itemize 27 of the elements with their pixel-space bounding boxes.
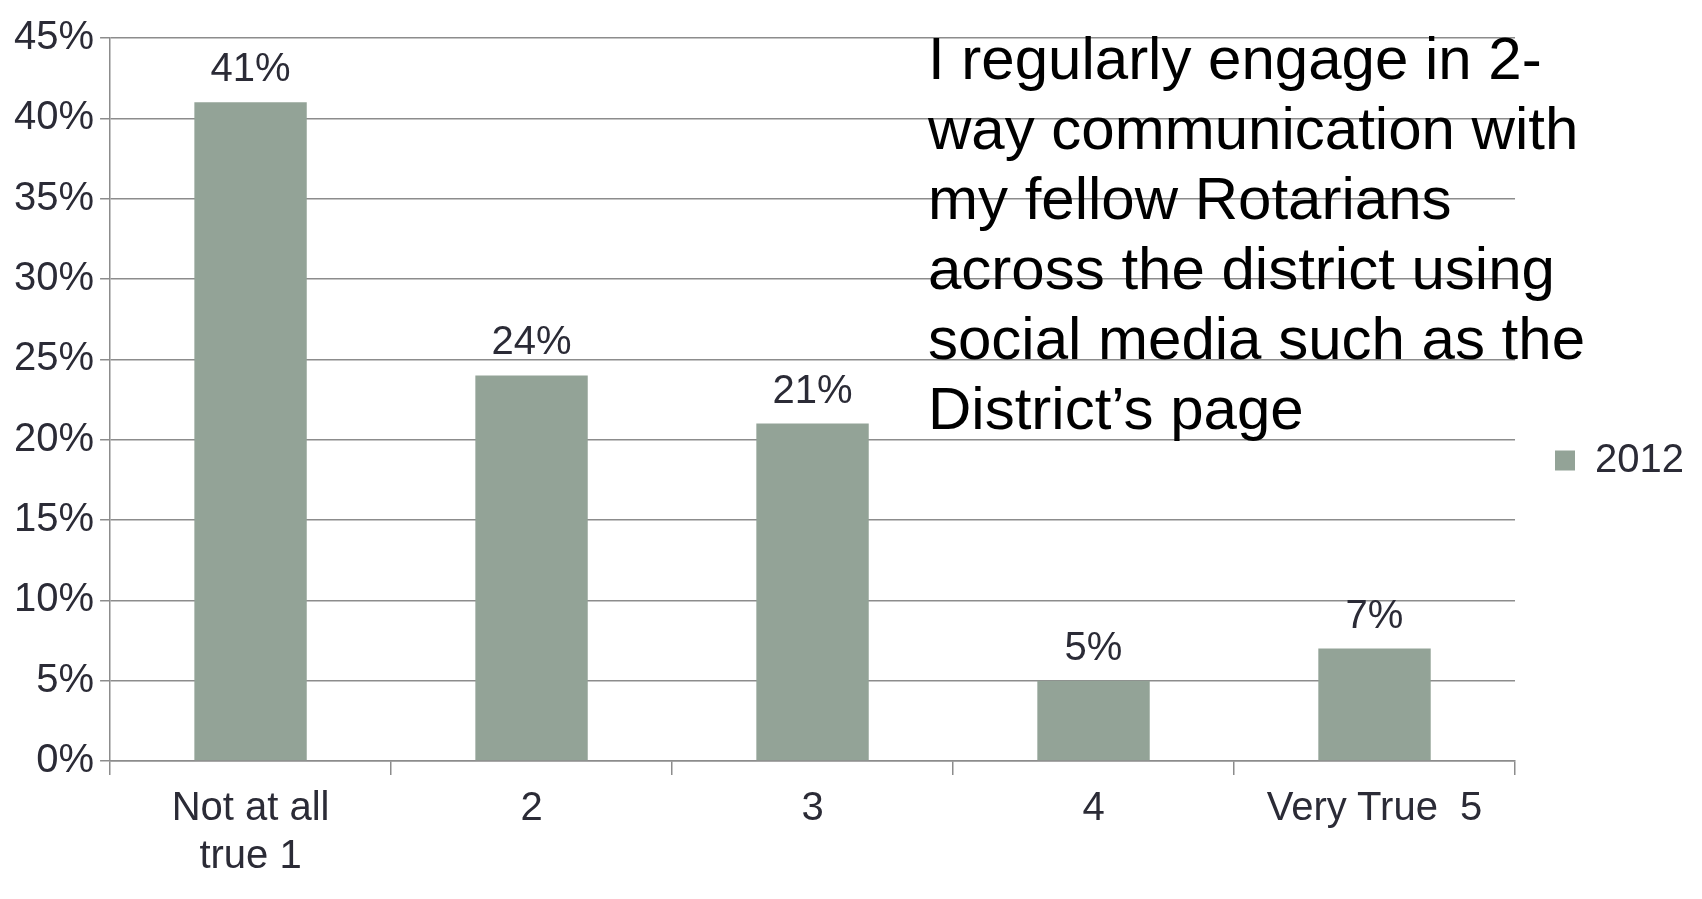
y-tick-label: 20% — [14, 414, 95, 459]
x-tick-label: Very True 5 — [1266, 784, 1483, 829]
data-label: 21% — [772, 366, 853, 411]
y-tick-label: 15% — [14, 495, 95, 540]
y-tick-label: 0% — [36, 736, 95, 781]
data-label: 24% — [491, 318, 572, 363]
bar — [194, 102, 307, 761]
y-tick-label: 30% — [14, 254, 95, 299]
x-tick-label: Not at all true 1 — [171, 784, 330, 877]
y-tick-label: 5% — [36, 655, 95, 700]
x-tick-label: 3 — [801, 784, 824, 829]
y-tick-label: 25% — [14, 334, 95, 379]
legend-label: 2012 — [1595, 435, 1684, 480]
y-tick-label: 45% — [14, 13, 95, 58]
x-tick-label: 4 — [1082, 784, 1105, 829]
bar — [475, 375, 588, 761]
y-tick-label: 35% — [14, 173, 95, 218]
bar — [756, 423, 869, 761]
bar — [1318, 648, 1431, 761]
text: I regularly engage in 2-way communication with my fellow Rotarians across the district using social media such as the District’s page — [928, 25, 1586, 442]
data-label: 7% — [1345, 591, 1404, 636]
bar — [1037, 680, 1150, 761]
y-tick-label: 40% — [14, 93, 95, 138]
y-tick-label: 10% — [14, 575, 95, 620]
data-label: 41% — [210, 45, 291, 90]
x-tick-label: 2 — [520, 784, 543, 829]
data-label: 5% — [1064, 623, 1123, 668]
